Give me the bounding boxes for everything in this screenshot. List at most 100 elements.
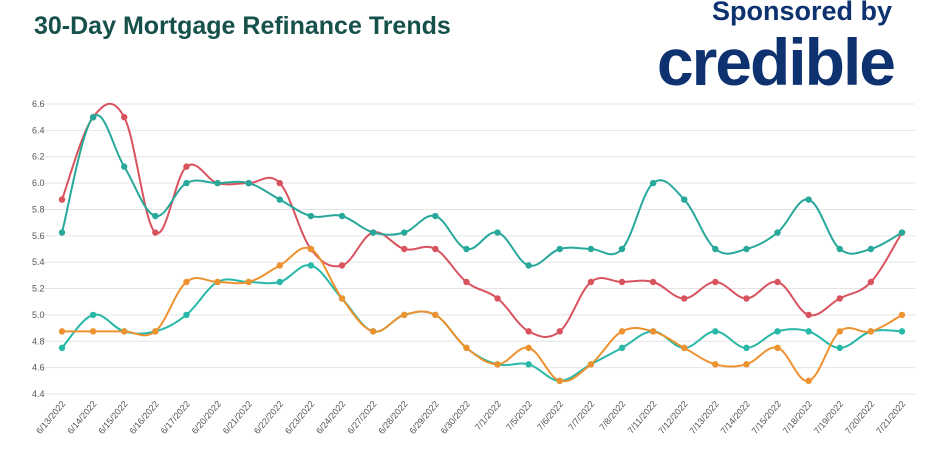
data-point xyxy=(618,278,626,286)
data-point xyxy=(867,328,875,335)
y-axis-ticks: 4.4 4.6 4.8 5.0 5.2 5.4 5.6 5.8 6.0 6.2 6.4 6.6 xyxy=(32,99,45,399)
y-tick-label: 5.0 xyxy=(32,310,45,320)
y-tick-label: 5.2 xyxy=(32,284,45,294)
data-point xyxy=(307,245,315,253)
y-tick-label: 6.0 xyxy=(32,178,45,188)
data-point xyxy=(525,328,532,335)
data-point xyxy=(743,344,750,352)
data-point xyxy=(245,179,252,187)
series-points xyxy=(58,113,906,385)
data-point xyxy=(587,278,595,286)
y-tick-label: 6.2 xyxy=(32,152,45,162)
data-point xyxy=(152,212,159,220)
x-tick-label: 6/23/2022 xyxy=(283,399,316,436)
x-tick-label: 7/15/2022 xyxy=(750,399,783,436)
data-point xyxy=(463,344,470,352)
data-point xyxy=(58,328,66,335)
data-point xyxy=(58,196,66,203)
series-lines xyxy=(61,102,903,383)
data-point xyxy=(867,245,875,253)
x-tick-label: 7/14/2022 xyxy=(719,399,752,436)
data-point xyxy=(432,245,439,253)
data-point xyxy=(898,311,906,319)
data-point xyxy=(276,196,283,203)
x-tick-label: 7/1/2022 xyxy=(473,399,503,432)
x-tick-label: 7/21/2022 xyxy=(874,399,907,436)
x-tick-label: 7/11/2022 xyxy=(626,399,659,436)
x-tick-label: 6/27/2022 xyxy=(345,399,378,436)
data-point xyxy=(743,245,750,253)
data-point xyxy=(712,278,719,286)
data-point xyxy=(369,328,377,335)
data-point xyxy=(525,361,532,368)
data-point xyxy=(836,245,843,253)
data-point xyxy=(58,229,66,236)
data-point xyxy=(276,278,283,286)
series-line-4 xyxy=(61,246,903,383)
grid-lines xyxy=(42,103,915,395)
data-point xyxy=(712,361,719,368)
data-point xyxy=(463,245,470,253)
data-point xyxy=(121,113,128,121)
y-tick-label: 5.6 xyxy=(32,231,45,241)
data-point xyxy=(307,212,315,220)
data-point xyxy=(556,245,563,253)
data-point xyxy=(898,229,906,236)
y-tick-label: 6.6 xyxy=(32,99,45,109)
data-point xyxy=(463,278,470,286)
data-point xyxy=(867,278,875,286)
data-point xyxy=(774,328,781,335)
data-point xyxy=(276,262,283,269)
data-point xyxy=(58,344,66,352)
data-point xyxy=(494,229,501,236)
data-point xyxy=(152,229,159,236)
x-tick-label: 6/13/2022 xyxy=(34,399,67,436)
y-tick-label: 4.4 xyxy=(32,389,45,399)
data-point xyxy=(369,229,377,236)
credible-logo: credible xyxy=(656,25,896,99)
data-point xyxy=(774,229,781,236)
data-point xyxy=(836,328,843,335)
data-point xyxy=(183,163,190,170)
data-point xyxy=(618,344,626,352)
data-point xyxy=(836,295,843,302)
x-tick-label: 6/21/2022 xyxy=(221,399,254,436)
data-point xyxy=(338,295,346,302)
x-tick-label: 6/16/2022 xyxy=(127,399,160,436)
data-point xyxy=(649,278,657,286)
data-point xyxy=(681,295,688,302)
x-tick-label: 6/20/2022 xyxy=(190,399,223,436)
data-point xyxy=(432,212,439,220)
x-tick-label: 6/14/2022 xyxy=(65,399,98,436)
data-point xyxy=(618,245,626,253)
x-tick-label: 6/30/2022 xyxy=(439,399,472,436)
data-point xyxy=(183,179,190,187)
data-point xyxy=(121,163,128,170)
data-point xyxy=(401,229,408,236)
data-point xyxy=(805,311,812,319)
data-point xyxy=(898,328,906,335)
data-point xyxy=(587,361,595,368)
x-tick-label: 7/18/2022 xyxy=(781,399,814,436)
x-tick-label: 7/19/2022 xyxy=(812,399,845,436)
data-point xyxy=(525,344,532,352)
data-point xyxy=(89,328,97,335)
data-point xyxy=(587,245,595,253)
data-point xyxy=(89,311,97,319)
data-point xyxy=(712,245,719,253)
data-point xyxy=(556,328,563,335)
data-point xyxy=(89,113,97,121)
data-point xyxy=(401,245,408,253)
series-line-2 xyxy=(61,114,903,267)
data-point xyxy=(245,278,252,286)
x-tick-label: 6/24/2022 xyxy=(314,399,347,436)
y-tick-label: 4.8 xyxy=(32,336,45,346)
data-point xyxy=(152,328,159,335)
data-point xyxy=(805,377,812,385)
data-point xyxy=(307,262,315,269)
data-point xyxy=(494,295,501,302)
data-point xyxy=(525,262,532,269)
y-tick-label: 4.6 xyxy=(32,363,45,373)
data-point xyxy=(276,179,283,187)
